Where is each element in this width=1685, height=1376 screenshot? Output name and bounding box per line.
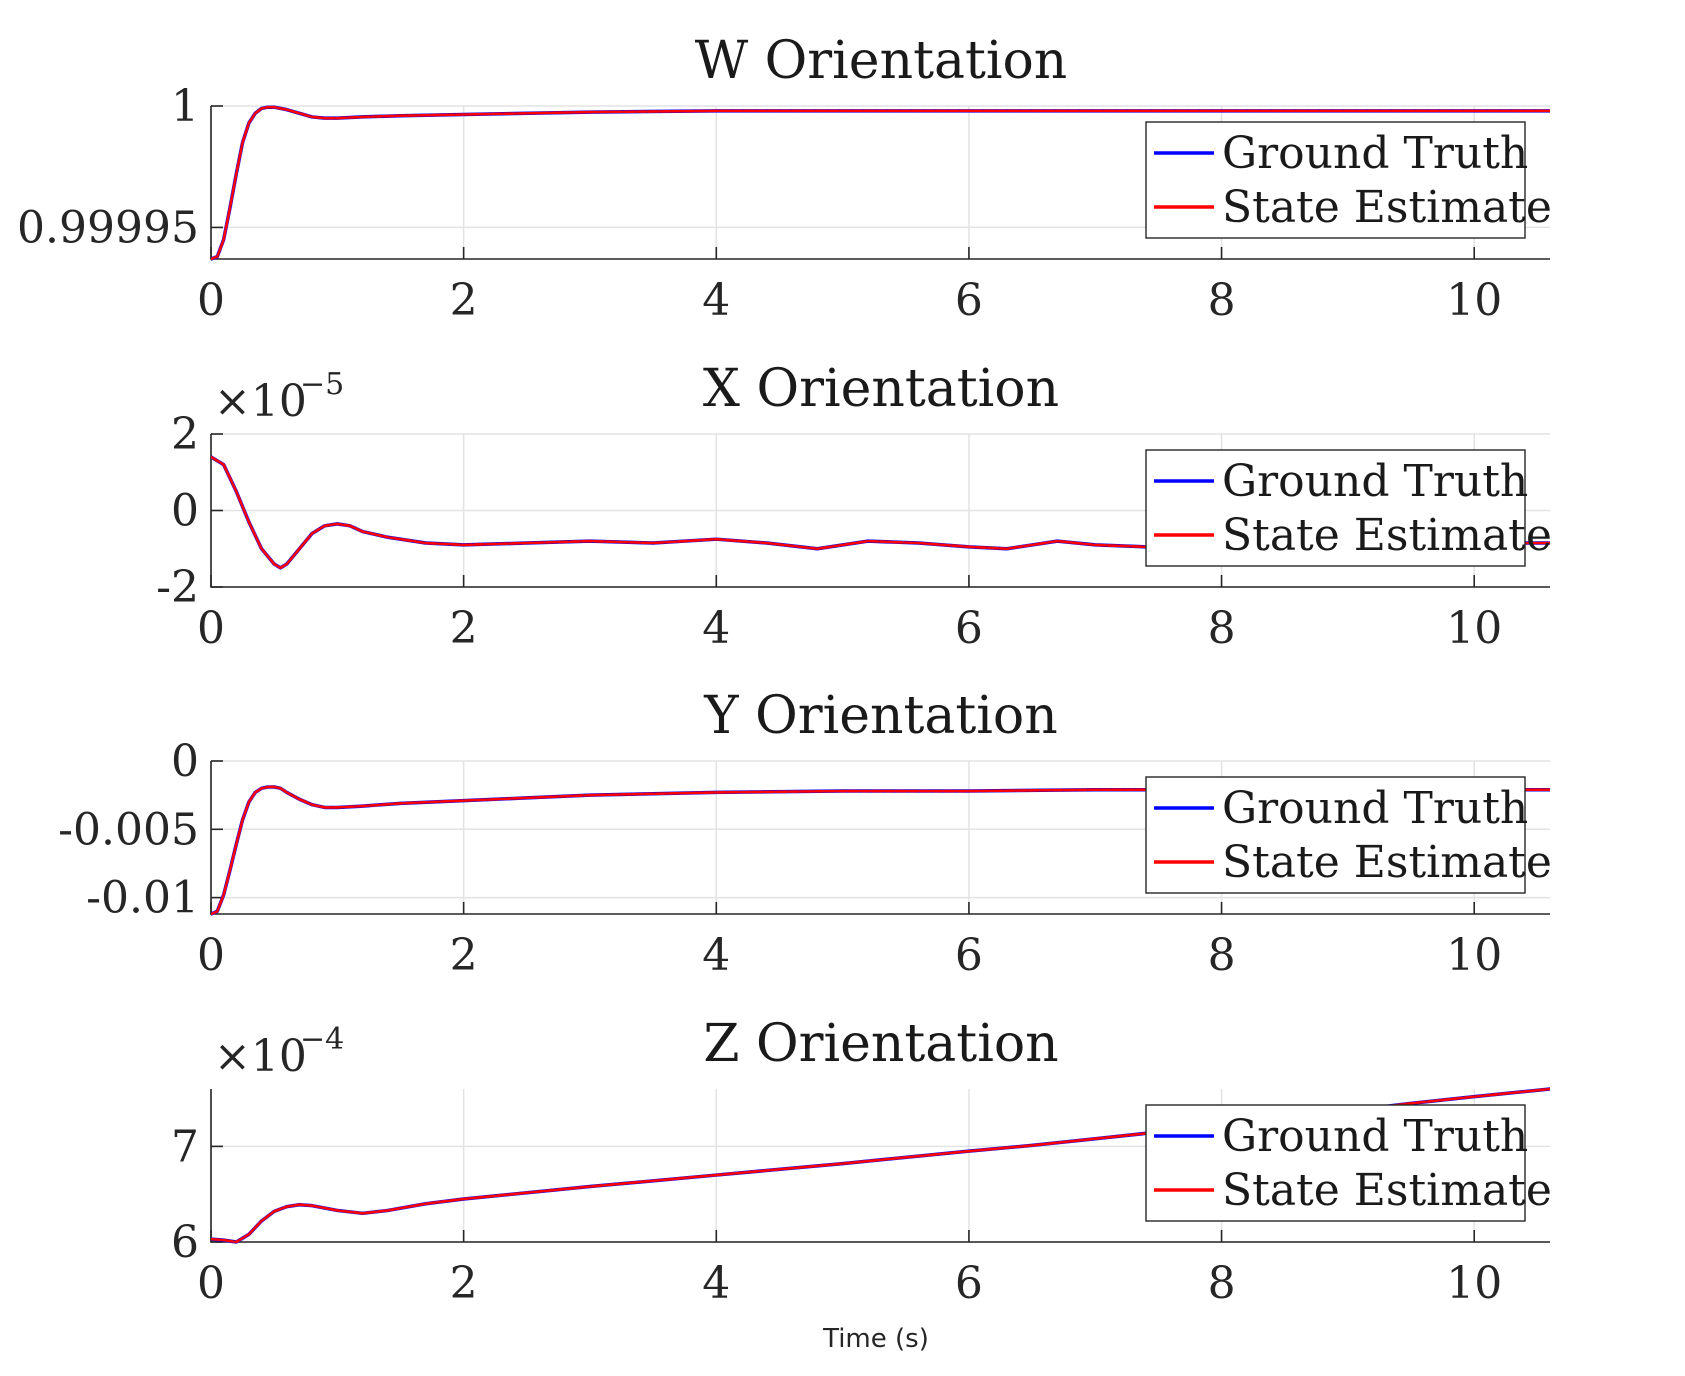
y-tick-label: 6 bbox=[171, 1217, 199, 1268]
x-tick-label: 8 bbox=[1208, 930, 1236, 981]
legend-label: Ground Truth bbox=[1222, 783, 1528, 834]
axis-multiplier: ×10 bbox=[214, 376, 307, 427]
x-tick-label: 2 bbox=[450, 603, 478, 654]
x-tick-label: 0 bbox=[197, 1258, 225, 1309]
legend-label: Ground Truth bbox=[1222, 128, 1528, 179]
x-tick-label: 6 bbox=[955, 603, 983, 654]
subplot-4: 0 2 4 6 8 10 6 7 Z Orientation ×10−4 Ground TruthS… bbox=[171, 1014, 1552, 1309]
x-tick-label: 8 bbox=[1208, 603, 1236, 654]
legend-label: State Estimate bbox=[1222, 510, 1552, 561]
legend-label: State Estimate bbox=[1222, 1165, 1552, 1216]
subplot-title: W Orientation bbox=[695, 31, 1068, 91]
y-tick-label: 0 bbox=[171, 486, 199, 537]
x-tick-label: 4 bbox=[702, 1258, 730, 1309]
y-tick-label: 1 bbox=[171, 81, 199, 132]
x-tick-label: 4 bbox=[702, 275, 730, 326]
y-tick-label: -0.01 bbox=[86, 873, 199, 924]
x-tick-label: 2 bbox=[450, 930, 478, 981]
subplot-title: Z Orientation bbox=[703, 1014, 1058, 1074]
x-tick-label: 8 bbox=[1208, 1258, 1236, 1309]
legend-box bbox=[1145, 776, 1526, 894]
y-tick-label: 0 bbox=[171, 736, 199, 787]
x-tick-label: 6 bbox=[955, 930, 983, 981]
series-line-state-estimate bbox=[211, 105, 1550, 261]
x-tick-label: 0 bbox=[197, 930, 225, 981]
axis-multiplier: ×10 bbox=[214, 1031, 307, 1082]
series-line-state-estimate bbox=[211, 785, 1550, 916]
x-tick-label: 0 bbox=[197, 275, 225, 326]
legend-label: Ground Truth bbox=[1222, 456, 1528, 507]
x-tick-label: 0 bbox=[197, 603, 225, 654]
subplot-3: 0 2 4 6 8 10 -0.01 -0.005 0 Y Orientation Ground T… bbox=[58, 686, 1552, 981]
legend-box bbox=[1145, 449, 1526, 567]
axis-multiplier-exponent: −4 bbox=[300, 1022, 344, 1057]
x-tick-label: 10 bbox=[1446, 275, 1502, 326]
x-tick-label: 2 bbox=[450, 1258, 478, 1309]
x-tick-label: 10 bbox=[1446, 930, 1502, 981]
y-tick-label: -0.005 bbox=[58, 804, 199, 855]
x-tick-label: 2 bbox=[450, 275, 478, 326]
x-tick-label: 4 bbox=[702, 930, 730, 981]
y-tick-label: 7 bbox=[171, 1121, 199, 1172]
subplot-title: X Orientation bbox=[703, 359, 1059, 419]
legend-box bbox=[1145, 1104, 1526, 1222]
subplot-1: 0 2 4 6 8 10 0.99995 1 W Orientation Ground Truth… bbox=[17, 31, 1552, 326]
x-tick-label: 10 bbox=[1446, 603, 1502, 654]
legend-box bbox=[1145, 121, 1526, 239]
x-axis-label: Time (s) bbox=[822, 1324, 929, 1354]
x-tick-label: 10 bbox=[1446, 1258, 1502, 1309]
y-tick-label: 2 bbox=[171, 409, 199, 460]
axis-multiplier-exponent: −5 bbox=[300, 367, 344, 402]
y-tick-label: -2 bbox=[156, 562, 199, 613]
x-tick-label: 4 bbox=[702, 603, 730, 654]
subplot-title: Y Orientation bbox=[703, 686, 1057, 746]
x-tick-label: 6 bbox=[955, 275, 983, 326]
y-tick-label: 0.99995 bbox=[17, 202, 199, 253]
x-tick-label: 8 bbox=[1208, 275, 1236, 326]
legend-label: State Estimate bbox=[1222, 837, 1552, 888]
legend-label: Ground Truth bbox=[1222, 1111, 1528, 1162]
legend-label: State Estimate bbox=[1222, 182, 1552, 233]
x-tick-label: 6 bbox=[955, 1258, 983, 1309]
